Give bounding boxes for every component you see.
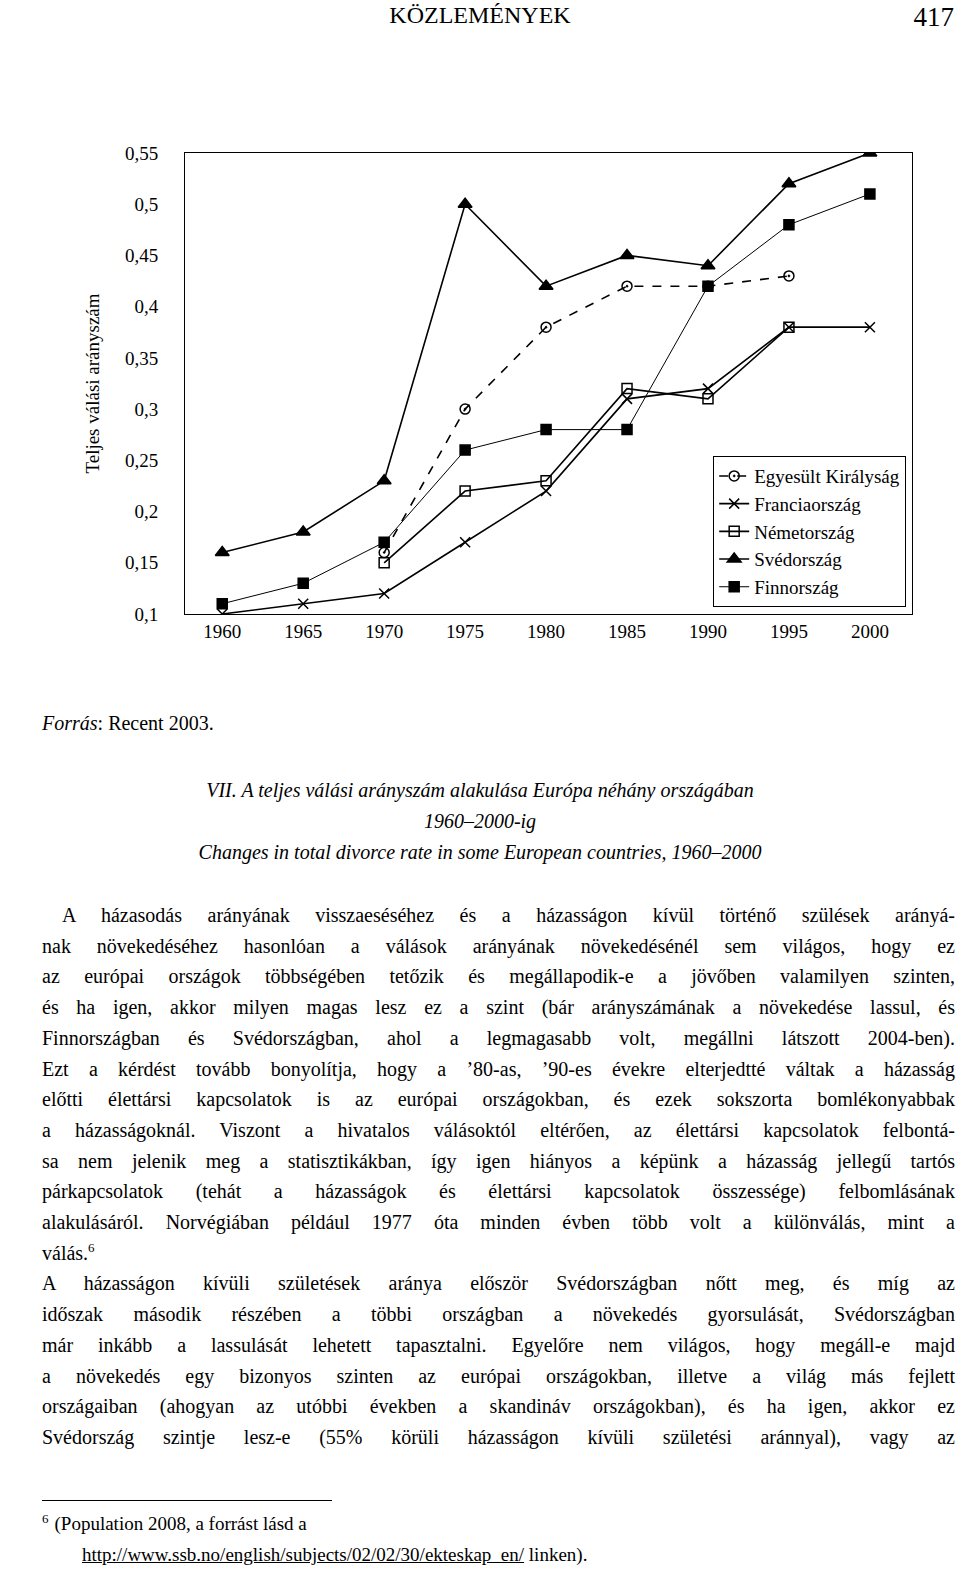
svg-text:0,25: 0,25 [125, 450, 158, 471]
html-text:A házasságon kívüli születések: A házasságon kívüli születések aránya el… [42, 1272, 955, 1295]
html-text:Changes in total divorce rate: Changes in total divorce rate in some Eu… [198, 841, 762, 863]
html-text:válás.6: válás.6 [42, 1240, 95, 1264]
html-text:és ha igen, akkor milyen magas: és ha igen, akkor milyen magas lesz ez a… [42, 996, 955, 1019]
svg-text:0,15: 0,15 [125, 552, 158, 573]
html-text:A házasodás arányának visszaes: A házasodás arányának visszaeséséhez és … [62, 904, 955, 926]
svg-text:0,1: 0,1 [134, 604, 158, 625]
html-text:párkapcsolatok (tehát a házass: párkapcsolatok (tehát a házasságok és él… [42, 1180, 955, 1203]
html-text:Finnországban és Svédországban: Finnországban és Svédországban, ahol a l… [42, 1026, 955, 1049]
svg-text:Teljes válási arányszám: Teljes válási arányszám [82, 293, 103, 473]
svg-text:1965: 1965 [284, 621, 322, 642]
svg-text:1985: 1985 [608, 621, 646, 642]
html-text:417: 417 [913, 2, 954, 32]
svg-text:Finnország: Finnország [754, 577, 839, 598]
svg-text:Németország: Németország [754, 522, 855, 543]
html-text:Svédország szintje lesz-e (55%: Svédország szintje lesz-e (55% körüli há… [42, 1426, 955, 1448]
svg-text:Franciaország: Franciaország [754, 494, 861, 515]
svg-text:0,55: 0,55 [125, 143, 158, 164]
html-text:Forrás: Recent 2003.: Forrás: Recent 2003. [42, 712, 214, 734]
html-text:az európai országok többségébe: az európai országok többségében tetőzik … [42, 965, 955, 988]
html-text:országaiban (ahogyan az utóbbi: országaiban (ahogyan az utóbbi években a… [42, 1395, 955, 1418]
html-text:nak növekedéséhez hasonlóan a: nak növekedéséhez hasonlóan a válások ar… [42, 934, 955, 957]
html-text:a házasságoknál. Viszont a hiv: a házasságoknál. Viszont a hivatalos vál… [42, 1118, 955, 1141]
svg-text:1990: 1990 [689, 621, 727, 642]
html-text:alakulásáról. Norvégiában péld: alakulásáról. Norvégiában például 1977 ó… [42, 1211, 955, 1233]
svg-text:1975: 1975 [446, 621, 484, 642]
svg-text:1995: 1995 [770, 621, 808, 642]
svg-text:1980: 1980 [527, 621, 565, 642]
svg-text:2000: 2000 [851, 621, 889, 642]
svg-text:Svédország: Svédország [754, 549, 842, 570]
html-text:már inkább a lassulását lehete: már inkább a lassulását lehetett tapaszt… [42, 1333, 955, 1356]
html-text:VII. A teljes válási arányszám: VII. A teljes válási arányszám alakulása… [206, 779, 754, 801]
svg-text:0,35: 0,35 [125, 348, 158, 369]
html-text:6 (Population 2008, a forrást: 6 (Population 2008, a forrást lásd a [42, 1510, 307, 1534]
svg-text:0,3: 0,3 [134, 399, 158, 420]
html-text:a növekedés egy bizonyos szint: a növekedés egy bizonyos szinten az euró… [42, 1364, 955, 1387]
html-text:http://www.ssb.no/english/subj: http://www.ssb.no/english/subjects/02/02… [82, 1544, 588, 1565]
svg-text:1970: 1970 [365, 621, 403, 642]
html-text:Ezt a kérdést tovább bonyolítj: Ezt a kérdést tovább bonyolítja, hogy a … [42, 1057, 955, 1080]
html-text:sa nem jelenik meg a statiszti: sa nem jelenik meg a statisztikákban, íg… [42, 1149, 955, 1172]
svg-text:Egyesült Királyság: Egyesült Királyság [754, 466, 900, 487]
svg-text:0,4: 0,4 [134, 296, 158, 317]
html-text:KÖZLEMÉNYEK: KÖZLEMÉNYEK [389, 2, 571, 28]
svg-text:1960: 1960 [203, 621, 241, 642]
svg-text:0,5: 0,5 [134, 194, 158, 215]
svg-text:0,45: 0,45 [125, 245, 158, 266]
svg-text:0,2: 0,2 [134, 501, 158, 522]
html-text:1960–2000-ig: 1960–2000-ig [423, 810, 537, 832]
html-text:időszak második részében a töb: időszak második részében a többi országb… [42, 1303, 955, 1326]
html-text:előtti élettársi kapcsolatok i: előtti élettársi kapcsolatok is az európ… [42, 1088, 955, 1111]
